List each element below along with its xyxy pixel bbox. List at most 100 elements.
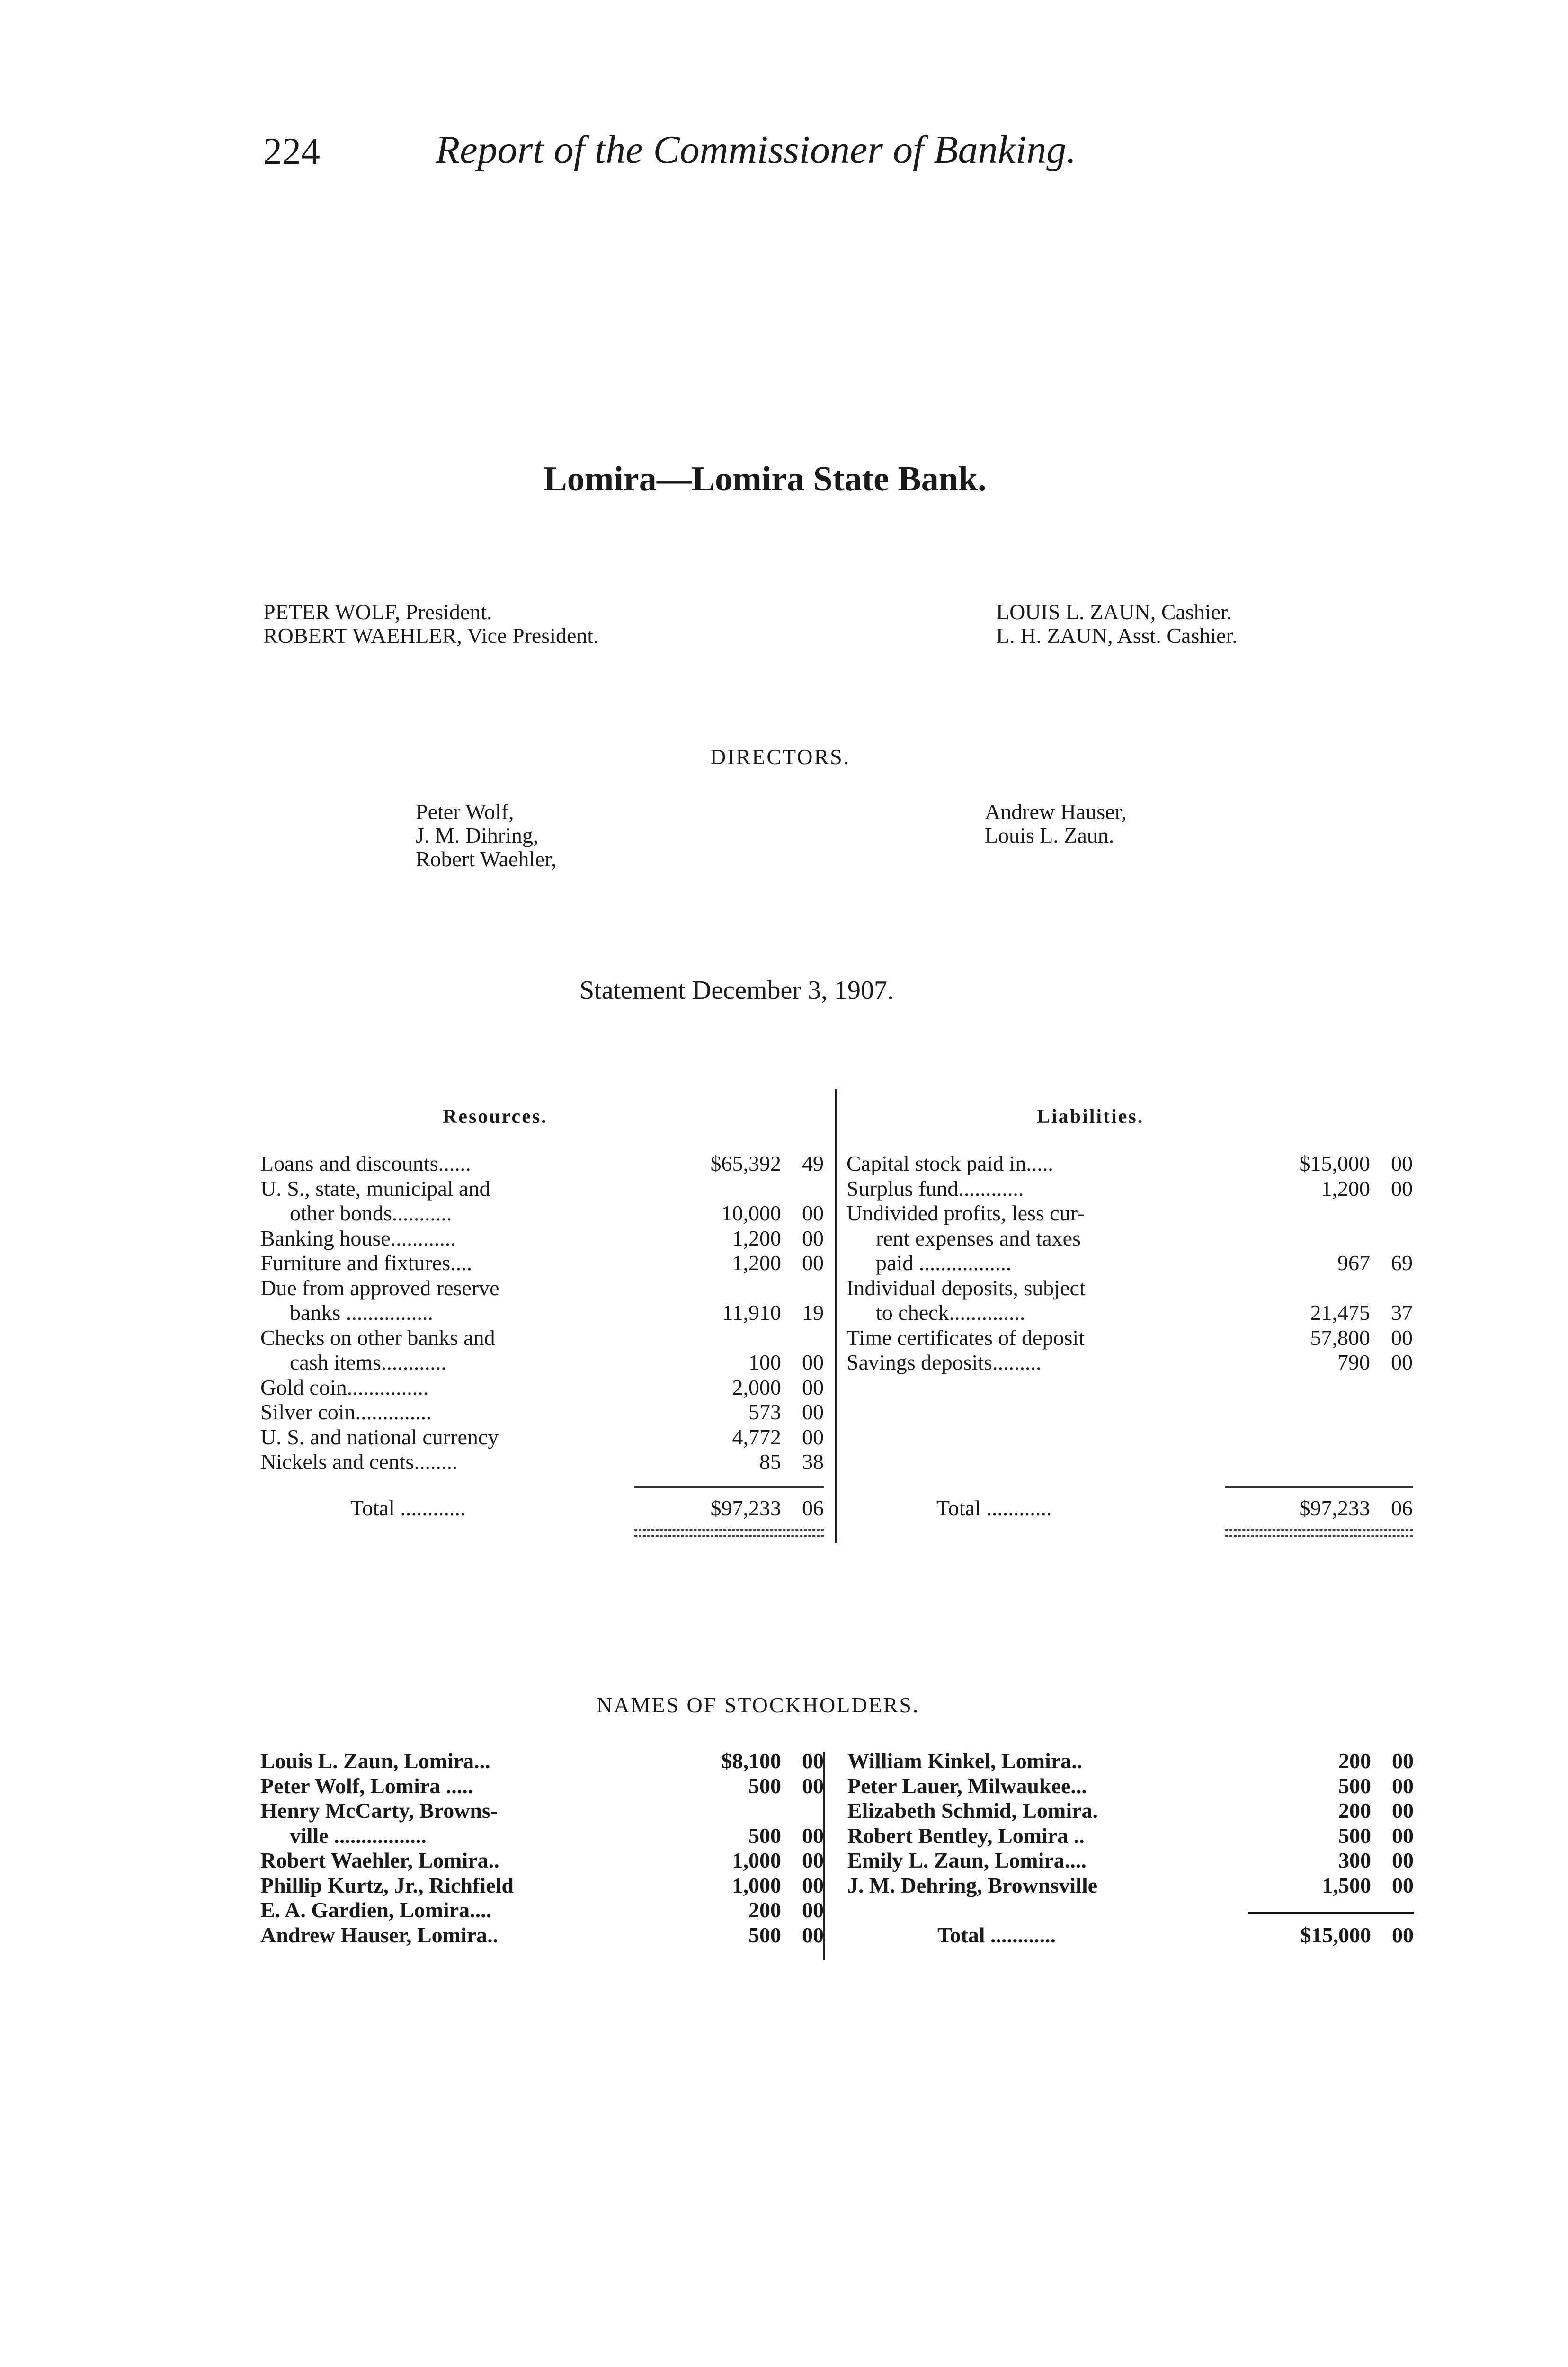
liabilities-total: Total ............ $97,233 06 [846,1496,1413,1521]
liabilities-table: Capital stock paid in..... $15,000 00 Surpl… [846,1151,1413,1375]
row-label: Time certificates of deposit [846,1325,1085,1350]
table-row: cash items............ 100 00 [260,1350,824,1375]
table-row: Due from approved reserve [260,1276,824,1301]
row-cents: 49 [802,1151,824,1175]
row-dollars: 11,910 [722,1300,781,1325]
stockholders-left: Louis L. Zaun, Lomira... $8,100 00 Peter Wo… [260,1749,824,1948]
row-label: cash items............ [290,1350,446,1374]
row-label: Elizabeth Schmid, Lomira. [847,1798,1098,1823]
row-label: Robert Bentley, Lomira .. [847,1823,1085,1848]
row-dollars: 1,200 [732,1251,782,1275]
table-row: to check.............. 21,475 37 [846,1300,1413,1326]
total-row: Total ............ $97,233 06 [846,1496,1413,1521]
liabilities-double-rule [1225,1529,1413,1537]
table-row: banks ................ 11,910 19 [260,1300,824,1326]
row-dollars: 300 [1338,1848,1371,1872]
table-row: Silver coin.............. 573 00 [260,1400,824,1425]
table-row: ville ................. 500 00 [260,1824,824,1849]
table-row: Individual deposits, subject [846,1276,1413,1301]
row-cents: 00 [802,1375,824,1399]
row-label: Louis L. Zaun, Lomira... [260,1749,490,1773]
directors-heading: DIRECTORS. [710,745,851,769]
table-row: Checks on other banks and [260,1326,824,1351]
directors-left: Peter Wolf, J. M. Dihring, Robert Waehle… [416,800,557,871]
row-cents: 00 [802,1773,824,1798]
row-label: Capital stock paid in..... [846,1151,1053,1175]
table-row: Andrew Hauser, Lomira.. 500 00 [260,1923,824,1948]
row-label: Silver coin.............. [260,1400,432,1424]
row-label: Individual deposits, subject [846,1275,1086,1300]
row-dollars: 21,475 [1310,1300,1371,1325]
table-row: J. M. Dehring, Brownsville 1,500 00 [847,1873,1414,1898]
row-label: Total ............ [936,1496,1052,1520]
director: Andrew Hauser, [985,800,1127,824]
table-row: Gold coin............... 2,000 00 [260,1375,824,1400]
row-dollars [644,1798,781,1824]
row-cents [781,1326,824,1351]
row-label: U. S. and national currency [260,1424,499,1449]
director: Robert Waehler, [416,847,557,871]
row-dollars [1233,1201,1370,1226]
table-row: U. S. and national currency 4,772 00 [260,1425,824,1450]
total-row: Total ............ $15,000 00 [847,1923,1414,1948]
row-dollars: 500 [1338,1773,1371,1798]
table-row: Henry McCarty, Browns- [260,1798,824,1824]
row-label: Surplus fund............ [846,1176,1024,1201]
row-label: Checks on other banks and [260,1325,495,1350]
row-cents [781,1276,824,1301]
table-row: Banking house............ 1,200 00 [260,1226,824,1251]
row-cents [1370,1226,1413,1251]
table-row: Surplus fund............ 1,200 00 [846,1176,1413,1201]
row-cents: 00 [802,1823,824,1848]
directors-right: Andrew Hauser, Louis L. Zaun. [985,800,1127,847]
row-label: Henry McCarty, Browns- [260,1798,498,1823]
row-cents: 00 [1392,1773,1414,1798]
row-cents: 00 [1392,1798,1414,1823]
row-label: E. A. Gardien, Lomira.... [260,1898,492,1922]
row-cents: 00 [1392,1873,1414,1897]
table-row: Peter Lauer, Milwaukee... 500 00 [847,1774,1414,1799]
row-dollars: 573 [748,1400,781,1424]
row-cents: 00 [802,1873,824,1897]
row-dollars: 790 [1337,1350,1370,1374]
row-dollars: 1,000 [732,1873,782,1897]
officer-vice-president: ROBERT WAEHLER, Vice President. [263,623,599,648]
row-label: Loans and discounts...... [260,1151,471,1175]
table-row: rent expenses and taxes [846,1226,1413,1251]
table-row: Undivided profits, less cur- [846,1201,1413,1226]
row-label: Furniture and fixtures.... [260,1251,472,1275]
row-dollars: $15,000 [1299,1151,1371,1175]
row-cents: 00 [802,1848,824,1872]
row-cents: 37 [1391,1300,1413,1325]
table-row: Robert Waehler, Lomira.. 1,000 00 [260,1848,824,1873]
row-dollars: $8,100 [721,1749,782,1773]
table-row: Emily L. Zaun, Lomira.... 300 00 [847,1848,1414,1873]
row-label: Emily L. Zaun, Lomira.... [847,1848,1087,1872]
row-label: Gold coin............... [260,1375,429,1399]
row-cents: 00 [802,1251,824,1275]
row-label: Savings deposits......... [846,1350,1042,1374]
row-label: Peter Wolf, Lomira ..... [260,1773,473,1798]
table-row: Time certificates of deposit 57,800 00 [846,1326,1413,1351]
table-row: Loans and discounts...... $65,392 49 [260,1151,824,1176]
row-dollars: 57,800 [1310,1325,1371,1350]
row-cents: 00 [1392,1923,1414,1947]
row-label: U. S., state, municipal and [260,1176,490,1201]
row-dollars [644,1176,781,1201]
row-dollars: 500 [748,1773,781,1798]
table-row: Nickels and cents........ 85 38 [260,1450,824,1475]
director: Louis L. Zaun. [985,823,1114,847]
stockholders-right: William Kinkel, Lomira.. 200 00 Peter Lauer… [847,1749,1414,1898]
table-row: E. A. Gardien, Lomira.... 200 00 [260,1898,824,1923]
row-label: Peter Lauer, Milwaukee... [847,1773,1087,1798]
resources-total-rule [634,1486,824,1488]
row-cents: 06 [1391,1496,1413,1520]
stockholders-divider [823,1752,825,1960]
row-label: other bonds........... [290,1201,452,1225]
table-row: Peter Wolf, Lomira ..... 500 00 [260,1774,824,1799]
director: J. M. Dihring, [416,823,539,847]
table-row: Capital stock paid in..... $15,000 00 [846,1151,1413,1176]
row-cents: 06 [802,1496,824,1520]
row-label: Total ............ [937,1923,1056,1947]
stockholders-total-rule [1248,1912,1414,1914]
